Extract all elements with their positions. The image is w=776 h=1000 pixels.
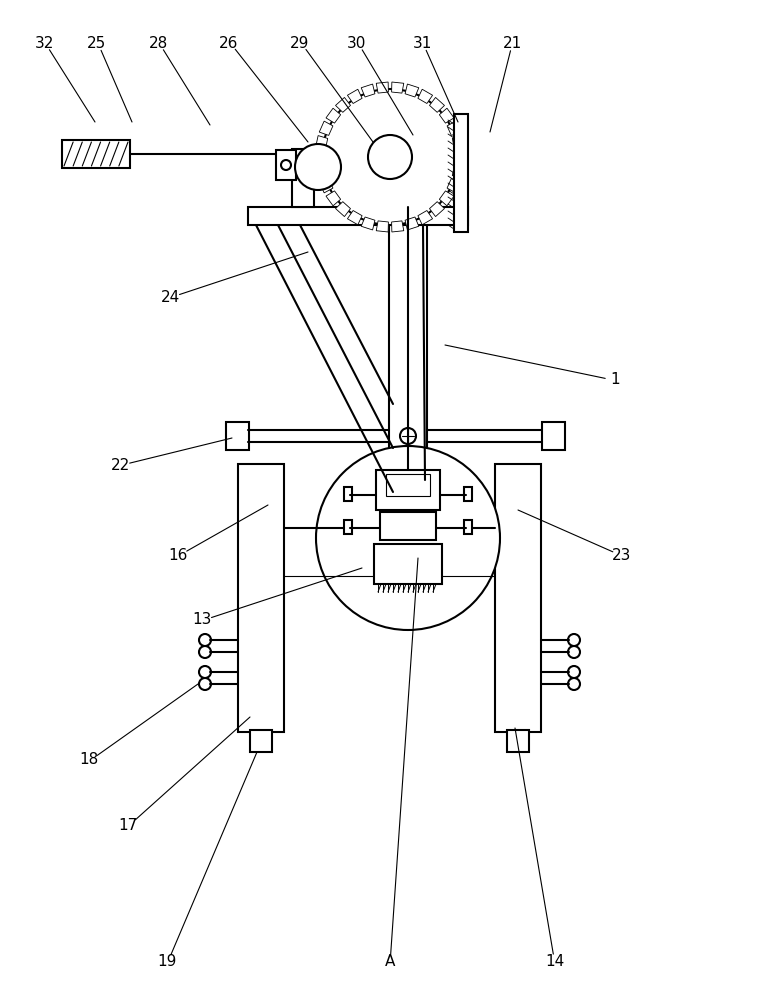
- Polygon shape: [316, 165, 327, 178]
- Polygon shape: [405, 217, 419, 230]
- Circle shape: [322, 89, 458, 225]
- Circle shape: [199, 634, 211, 646]
- Text: 17: 17: [119, 818, 137, 832]
- Polygon shape: [315, 151, 325, 163]
- Polygon shape: [319, 121, 333, 135]
- Text: 26: 26: [220, 35, 239, 50]
- Polygon shape: [452, 136, 464, 149]
- Polygon shape: [326, 191, 341, 206]
- Text: 1: 1: [610, 372, 620, 387]
- Bar: [495, 464, 541, 732]
- Bar: [276, 150, 296, 180]
- Text: 32: 32: [34, 35, 54, 50]
- Circle shape: [568, 646, 580, 658]
- Bar: [374, 544, 442, 584]
- Bar: [507, 730, 529, 752]
- Polygon shape: [418, 211, 432, 225]
- Polygon shape: [361, 84, 375, 97]
- Text: 29: 29: [290, 35, 310, 50]
- Bar: [454, 114, 468, 232]
- Polygon shape: [348, 89, 362, 103]
- Bar: [386, 474, 430, 496]
- Text: 25: 25: [88, 35, 106, 50]
- Circle shape: [295, 144, 341, 190]
- Polygon shape: [392, 82, 404, 93]
- Text: A: A: [385, 954, 395, 970]
- Bar: [292, 149, 314, 207]
- Bar: [62, 140, 130, 168]
- Text: 13: 13: [192, 612, 212, 628]
- Polygon shape: [429, 202, 445, 217]
- Text: 23: 23: [612, 548, 632, 562]
- Bar: [542, 422, 565, 450]
- Text: 16: 16: [168, 548, 188, 562]
- Bar: [226, 422, 249, 450]
- Circle shape: [281, 160, 291, 170]
- Bar: [248, 207, 468, 225]
- Bar: [380, 512, 436, 540]
- Polygon shape: [405, 84, 419, 97]
- Circle shape: [568, 634, 580, 646]
- Bar: [389, 175, 427, 610]
- Text: 14: 14: [546, 954, 565, 970]
- Polygon shape: [326, 108, 341, 123]
- Text: 19: 19: [158, 954, 177, 970]
- Polygon shape: [439, 108, 454, 123]
- Bar: [376, 470, 440, 510]
- Bar: [250, 730, 272, 752]
- Text: 22: 22: [110, 458, 130, 473]
- Polygon shape: [348, 211, 362, 225]
- Bar: [344, 520, 352, 534]
- Text: 21: 21: [504, 35, 522, 50]
- Polygon shape: [335, 97, 351, 112]
- Circle shape: [568, 678, 580, 690]
- Bar: [464, 520, 472, 534]
- Bar: [464, 487, 472, 501]
- Polygon shape: [376, 221, 389, 232]
- Bar: [344, 487, 352, 501]
- Polygon shape: [429, 97, 445, 112]
- Polygon shape: [447, 179, 461, 193]
- Circle shape: [316, 446, 500, 630]
- Text: 31: 31: [412, 35, 431, 50]
- Polygon shape: [316, 136, 327, 149]
- Text: 30: 30: [348, 35, 367, 50]
- Bar: [238, 464, 284, 732]
- Polygon shape: [447, 121, 461, 135]
- Circle shape: [368, 135, 412, 179]
- Polygon shape: [455, 151, 465, 163]
- Circle shape: [568, 666, 580, 678]
- Circle shape: [199, 666, 211, 678]
- Polygon shape: [418, 89, 432, 103]
- Polygon shape: [452, 165, 464, 178]
- Polygon shape: [335, 202, 351, 217]
- Circle shape: [199, 678, 211, 690]
- Polygon shape: [376, 82, 389, 93]
- Polygon shape: [392, 221, 404, 232]
- Text: 18: 18: [79, 752, 99, 768]
- Text: 28: 28: [148, 35, 168, 50]
- Polygon shape: [319, 179, 333, 193]
- Circle shape: [400, 428, 416, 444]
- Polygon shape: [361, 217, 375, 230]
- Polygon shape: [439, 191, 454, 206]
- Text: 24: 24: [161, 290, 179, 304]
- Circle shape: [199, 646, 211, 658]
